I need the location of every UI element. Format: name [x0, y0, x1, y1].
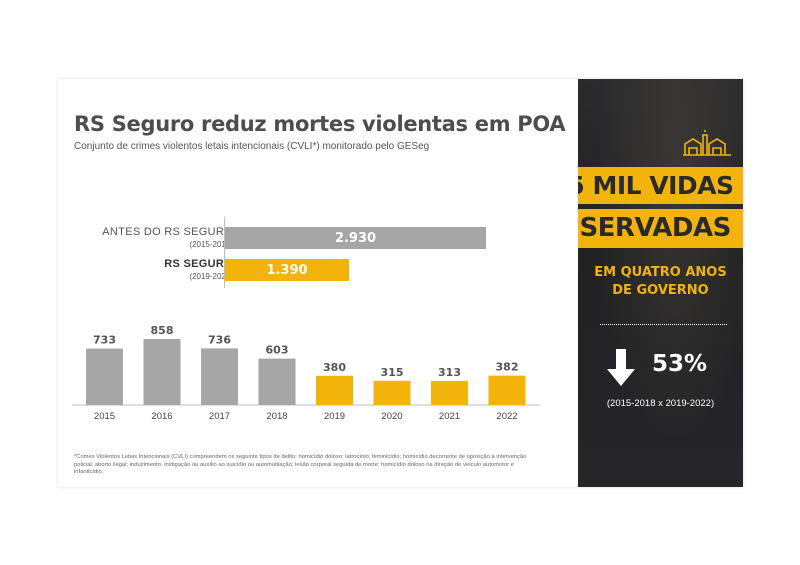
infographic-card: RS Seguro reduz mortes violentas em POA …: [58, 79, 743, 487]
reduction-percent: 53%: [652, 351, 708, 377]
yearly-bar-chart: 733 2015 858 2016 736 2017 603 2018 380 2019 315 20…: [72, 324, 540, 422]
dotted-divider: [600, 324, 727, 325]
highlight-panel: 1,5 MIL VIDAS PRESERVADAS EM QUATRO ANOS…: [578, 79, 743, 487]
data-label-2018: 603: [266, 344, 289, 357]
background-photo: [578, 79, 743, 487]
tick-label-2021: 2021: [439, 411, 460, 422]
bar-2022: [488, 375, 526, 405]
reduction-period: (2015-2018 x 2019-2022): [606, 398, 715, 409]
comparison-label-years: (2015-2018): [189, 240, 233, 249]
comparison-row-before: ANTES DO RS SEGURO (2015-2018) 2.930: [58, 225, 498, 255]
tick-label-2020: 2020: [381, 411, 402, 422]
factory-icon: [683, 130, 731, 156]
data-label-2019: 380: [323, 361, 346, 374]
comparison-row-after: RS SEGURO (2019-2022) 1.390: [58, 257, 498, 287]
page-title: RS Seguro reduz mortes violentas em POA: [74, 112, 566, 136]
comparison-axis: [224, 217, 225, 288]
data-label-2022: 382: [496, 361, 519, 374]
bar-2020: [373, 380, 411, 405]
page-subtitle: Conjunto de crimes violentos letais inte…: [74, 141, 430, 152]
data-label-2017: 736: [208, 333, 231, 346]
bar-2016: [143, 339, 181, 405]
bar-2015: [86, 348, 123, 405]
comparison-label-years: (2019-2022): [189, 272, 233, 281]
comparison-label-main: ANTES DO RS SEGURO: [102, 226, 233, 238]
tick-label-2022: 2022: [496, 411, 517, 422]
tick-label-2016: 2016: [151, 411, 172, 422]
data-label-2021: 313: [438, 366, 461, 379]
data-label-2020: 315: [381, 366, 404, 379]
comparison-label-before: ANTES DO RS SEGURO (2015-2018): [102, 226, 233, 249]
tick-label-2017: 2017: [209, 411, 230, 422]
arrow-down-icon: [607, 349, 635, 386]
headline-subtitle: EM QUATRO ANOS DE GOVERNO: [578, 264, 743, 300]
footnote: *Crimes Violentos Letais Intencionais (C…: [74, 454, 527, 475]
data-label-2015: 733: [93, 334, 116, 347]
comparison-bar-before: 2.930: [225, 227, 486, 249]
tick-label-2018: 2018: [266, 411, 287, 422]
headline-lives: 1,5 MIL VIDAS: [578, 167, 743, 204]
headline-preserved: PRESERVADAS: [578, 209, 743, 248]
data-label-2016: 858: [151, 324, 174, 337]
headline-subtitle-line2: DE GOVERNO: [612, 283, 709, 298]
bar-2017: [201, 348, 238, 405]
comparison-bar-after: 1.390: [225, 259, 349, 281]
comparison-label-after: RS SEGURO (2019-2022): [164, 258, 233, 281]
bar-2018: [258, 358, 296, 405]
tick-label-2019: 2019: [324, 411, 345, 422]
comparison-label-main: RS SEGURO: [164, 258, 233, 270]
tick-label-2015: 2015: [94, 411, 115, 422]
headline-subtitle-line1: EM QUATRO ANOS: [594, 265, 727, 280]
bar-2021: [431, 380, 468, 405]
bar-2019: [316, 375, 353, 405]
